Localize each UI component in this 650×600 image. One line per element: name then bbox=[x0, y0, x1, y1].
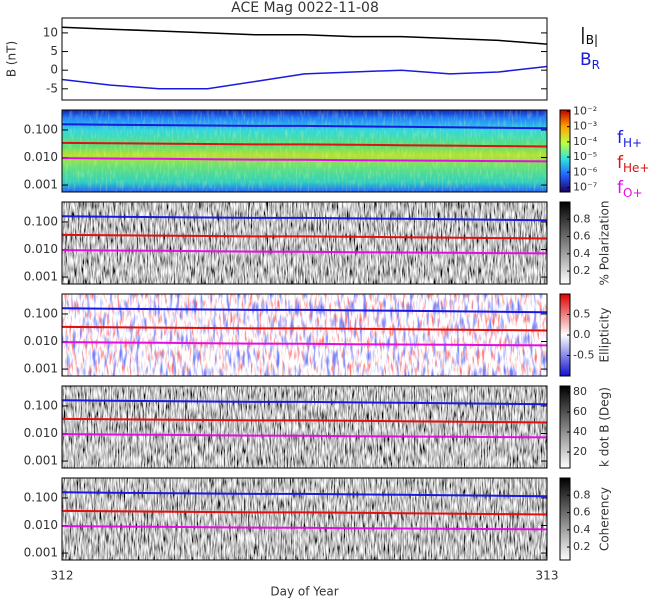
plot-frame bbox=[61, 109, 548, 193]
colorbar-tick-label: 0.8 bbox=[573, 488, 591, 501]
colorbar-tick-label: 0.2 bbox=[573, 264, 591, 277]
colorbar-label: k dot B (Deg) bbox=[598, 387, 612, 467]
y-tick-label: 0.001 bbox=[24, 178, 58, 192]
colorbar-tick-label: -0.5 bbox=[573, 349, 594, 362]
y-tick-label: 0.010 bbox=[24, 334, 58, 348]
series-line bbox=[61, 491, 548, 498]
legend-label: |B| bbox=[580, 25, 598, 47]
y-tick-label: 0.010 bbox=[24, 426, 58, 440]
spectrogram bbox=[62, 386, 547, 468]
y-tick-label: 0.010 bbox=[24, 242, 58, 256]
colorbar-tick-label: 10⁻⁵ bbox=[573, 150, 597, 163]
colorbar bbox=[559, 385, 571, 469]
legend-label: fHe+ bbox=[617, 153, 649, 175]
series-line bbox=[61, 433, 548, 439]
y-tick-label: 0 bbox=[50, 63, 58, 77]
y-tick-label: 0.001 bbox=[24, 362, 58, 376]
spectrogram-texture bbox=[62, 110, 547, 192]
plot-frame bbox=[61, 477, 548, 561]
y-tick-label: 10 bbox=[43, 25, 58, 39]
y-tick-label: 0.100 bbox=[24, 122, 58, 136]
series-line bbox=[61, 509, 548, 516]
colorbar-tick-label: 10⁻³ bbox=[573, 120, 597, 133]
colorbar bbox=[559, 477, 571, 561]
colorbar-tick-label: 0.2 bbox=[573, 540, 591, 553]
y-tick-label: 0.100 bbox=[24, 306, 58, 320]
series-line bbox=[61, 307, 548, 314]
y-tick-label: 5 bbox=[50, 44, 58, 58]
y-axis-label: B (nT) bbox=[5, 41, 19, 77]
series-line bbox=[61, 399, 548, 406]
colorbar-tick-label: 10⁻⁴ bbox=[573, 135, 598, 148]
y-tick-label: 0.010 bbox=[24, 518, 58, 532]
colorbar-tick-label: 0.6 bbox=[573, 230, 591, 243]
legend-label: fO+ bbox=[617, 178, 643, 200]
series-line bbox=[61, 249, 548, 255]
colorbar-tick-label: 0.5 bbox=[573, 308, 591, 321]
colorbar-tick-label: 60 bbox=[573, 405, 587, 418]
y-tick-label: 0.001 bbox=[24, 270, 58, 284]
plot-frame bbox=[61, 385, 548, 469]
colorbar-tick-label: 0.0 bbox=[573, 328, 591, 341]
chart-title: ACE Mag 0022-11-08 bbox=[231, 0, 379, 16]
colorbar-label: Ellipticity bbox=[598, 308, 612, 363]
colorbar-tick-label: 10⁻⁷ bbox=[573, 180, 597, 193]
legend-label: BR bbox=[580, 50, 600, 72]
series-line bbox=[61, 417, 548, 424]
series-line bbox=[61, 215, 548, 222]
spectrogram bbox=[62, 478, 547, 560]
colorbar-tick-label: 20 bbox=[573, 445, 587, 458]
colorbar-tick-label: 0.4 bbox=[573, 247, 591, 260]
x-tick-label: 313 bbox=[536, 569, 559, 583]
y-tick-label: 0.010 bbox=[24, 150, 58, 164]
colorbar-tick-label: 0.8 bbox=[573, 212, 591, 225]
colorbar-label: % Polarization bbox=[598, 201, 612, 286]
y-tick-label: -5 bbox=[46, 81, 58, 95]
y-tick-label: 0.100 bbox=[24, 490, 58, 504]
colorbar-tick-label: 40 bbox=[573, 425, 587, 438]
plot-frame bbox=[61, 201, 548, 285]
series-line bbox=[61, 341, 548, 347]
colorbar-tick-label: 80 bbox=[573, 385, 587, 398]
y-tick-label: 0.001 bbox=[24, 454, 58, 468]
series-line bbox=[61, 141, 548, 148]
colorbar-tick-label: 10⁻⁶ bbox=[573, 165, 598, 178]
series-line bbox=[61, 325, 548, 332]
y-tick-label: 0.100 bbox=[24, 398, 58, 412]
plot-frame bbox=[61, 17, 548, 101]
spectrogram bbox=[62, 202, 547, 284]
series-line bbox=[61, 525, 548, 531]
y-tick-label: 0.100 bbox=[24, 214, 58, 228]
legend-label: fH+ bbox=[617, 128, 642, 150]
colorbar bbox=[559, 201, 571, 285]
series-line bbox=[61, 157, 548, 163]
series-line bbox=[61, 65, 548, 90]
plot-frame bbox=[61, 293, 548, 377]
colorbar bbox=[559, 109, 571, 193]
colorbar-tick-label: 0.4 bbox=[573, 523, 591, 536]
x-tick-label: 312 bbox=[51, 569, 74, 583]
series-line bbox=[61, 123, 548, 130]
series-line bbox=[61, 26, 548, 45]
colorbar-tick-label: 10⁻² bbox=[573, 105, 597, 118]
y-tick-label: 0.001 bbox=[24, 546, 58, 560]
colorbar-label: Coherency bbox=[598, 487, 612, 551]
series-line bbox=[61, 233, 548, 240]
colorbar-tick-label: 0.6 bbox=[573, 506, 591, 519]
spectrogram-blue bbox=[62, 294, 547, 376]
x-axis-label: Day of Year bbox=[270, 585, 338, 599]
